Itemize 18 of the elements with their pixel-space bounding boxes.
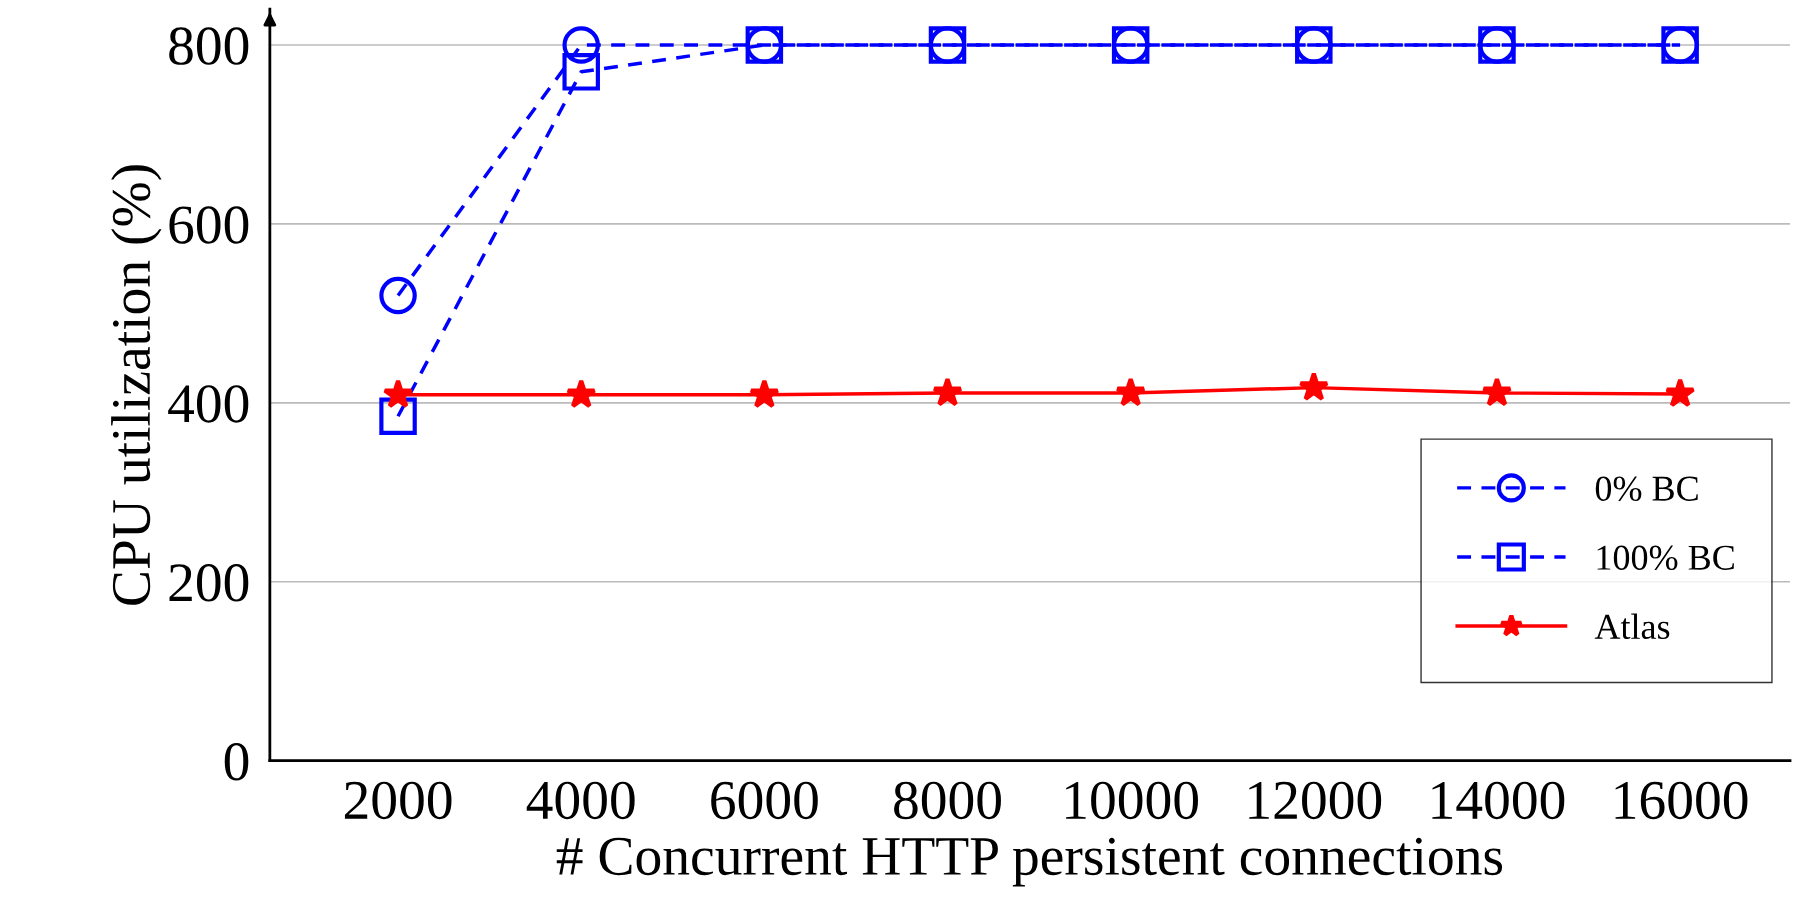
y-tick-label: 200 — [169, 564, 249, 602]
legend-label: 100% BC — [1597, 545, 1734, 571]
x-tick-label: 12000 — [1249, 781, 1382, 820]
y-tick-label: 400 — [168, 385, 249, 423]
x-axis-title: # Concurrent HTTP persistent connections — [556, 837, 1503, 887]
x-tick-label: 14000 — [1432, 781, 1565, 820]
x-tick-label: 16000 — [1615, 781, 1748, 820]
y-tick-label: 600 — [169, 206, 249, 244]
y-axis-title: CPU utilization (%) — [111, 165, 162, 605]
legend-label: 0% BC — [1595, 476, 1698, 501]
x-tick-label: 2000 — [344, 781, 452, 820]
x-tick-label: 8000 — [894, 781, 1001, 820]
x-tick-label: 4000 — [526, 781, 635, 820]
legend-label: Atlas — [1594, 613, 1670, 640]
x-tick-label: 10000 — [1066, 781, 1198, 820]
x-tick-label: 6000 — [711, 781, 818, 820]
y-tick-label: 800 — [169, 27, 249, 65]
y-tick-label: 0 — [224, 742, 249, 781]
